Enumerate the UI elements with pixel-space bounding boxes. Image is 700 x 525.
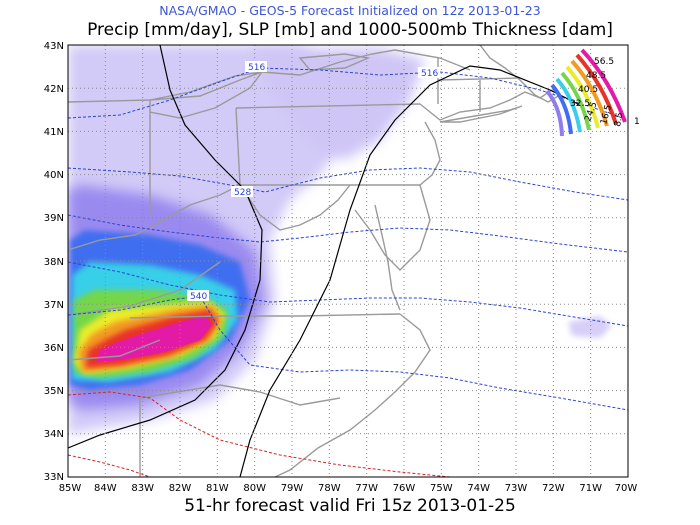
lat-label-43n: 43N <box>44 41 64 52</box>
thickness-label-540: 540 <box>190 292 207 302</box>
precip-magenta-area <box>96 315 212 362</box>
lon-label-82w: 82W <box>169 483 192 494</box>
thickness-546-line <box>68 391 451 477</box>
kentucky-line <box>68 261 221 316</box>
precip-light-area-northeast <box>250 48 425 160</box>
lon-label-79w: 79W <box>281 483 304 494</box>
thickness-528-line <box>68 214 628 253</box>
lat-label-42n: 42N <box>44 84 64 95</box>
thickness-labels: 516 516 528 540 <box>187 61 440 302</box>
lat-label-41n: 41N <box>44 127 64 138</box>
thickness-540-line <box>68 295 628 411</box>
canada-border <box>68 49 471 103</box>
lon-label-73w: 73W <box>505 483 528 494</box>
chesapeake-bay <box>374 204 401 311</box>
colorbar-label-1: 1 <box>634 117 640 127</box>
lon-label-80w: 80W <box>243 483 266 494</box>
lat-label-36n: 36N <box>44 343 64 354</box>
lake-erie-outline <box>149 71 264 119</box>
lon-label-78w: 78W <box>318 483 341 494</box>
virginia-nc-line <box>129 313 401 319</box>
nc-sc-line <box>139 384 341 406</box>
slp-contour-east <box>239 65 581 477</box>
slp-contour-west <box>68 45 263 449</box>
precip-light-area-atlantic <box>568 316 612 338</box>
lat-label-35n: 35N <box>44 386 64 397</box>
lat-label-33n: 33N <box>44 472 64 483</box>
thickness-534-line <box>68 261 628 327</box>
lat-label-34n: 34N <box>44 429 64 440</box>
colorbar-label-8-5: 8.5 <box>613 112 625 128</box>
thickness-label-516-east: 516 <box>421 69 438 79</box>
precip-colorbar: 56.5 48.5 40.5 32.5 24.5 16.5 8.5 1 <box>545 48 640 137</box>
colorbar-label-48-5: 48.5 <box>586 71 606 81</box>
colorbar-label-32-5: 32.5 <box>570 99 590 109</box>
lake-ontario-outline <box>298 53 371 71</box>
colorbar-label-40-5: 40.5 <box>578 85 598 95</box>
lon-label-72w: 72W <box>542 483 565 494</box>
thickness-552-line <box>68 454 151 477</box>
delmarva <box>354 184 431 271</box>
lon-label-84w: 84W <box>94 483 117 494</box>
colorbar-label-56-5: 56.5 <box>594 57 614 67</box>
new-england-coast <box>419 45 562 121</box>
nj-coast <box>419 121 441 186</box>
lon-label-75w: 75W <box>430 483 453 494</box>
longitude-labels: 85W 84W 83W 82W 81W 80W 79W 78W 77W 76W … <box>59 483 638 494</box>
lon-label-81w: 81W <box>206 483 229 494</box>
precip-shading <box>68 45 612 435</box>
lat-label-38n: 38N <box>44 257 64 268</box>
lat-label-37n: 37N <box>44 300 64 311</box>
thickness-contours <box>68 67 628 477</box>
lat-lon-grid <box>68 45 628 477</box>
lon-label-77w: 77W <box>355 483 378 494</box>
political-boundaries <box>68 45 562 477</box>
thickness-522-line <box>68 167 628 201</box>
colorbar-wedge <box>545 48 627 137</box>
lon-label-70w: 70W <box>615 483 638 494</box>
latitude-labels: 43N 42N 41N 40N 39N 38N 37N 36N 35N 34N … <box>44 41 64 483</box>
ma-line <box>437 77 521 81</box>
lon-label-85w: 85W <box>59 483 82 494</box>
long-island <box>439 105 523 123</box>
lon-label-74w: 74W <box>467 483 490 494</box>
tennessee-line <box>68 339 161 361</box>
colorbar-labels: 56.5 48.5 40.5 32.5 24.5 16.5 8.5 1 <box>570 57 640 128</box>
forecast-valid-time: 51-hr forecast valid Fri 15z 2013-01-25 <box>184 496 516 516</box>
map-title: Precip [mm/day], SLP [mb] and 1000-500mb… <box>87 20 613 40</box>
pennsylvania-ny-line <box>235 103 421 109</box>
lon-label-71w: 71W <box>579 483 602 494</box>
wv-va-line <box>239 184 351 231</box>
thickness-label-516-west: 516 <box>248 63 265 73</box>
lat-label-40n: 40N <box>44 170 64 181</box>
thickness-label-528: 528 <box>234 188 251 198</box>
slp-contours <box>68 45 581 477</box>
plot-frame <box>67 44 629 478</box>
forecast-source-title: NASA/GMAO - GEOS-5 Forecast Initialized … <box>159 3 541 18</box>
lat-label-39n: 39N <box>44 213 64 224</box>
lon-label-83w: 83W <box>131 483 154 494</box>
lon-label-76w: 76W <box>393 483 416 494</box>
